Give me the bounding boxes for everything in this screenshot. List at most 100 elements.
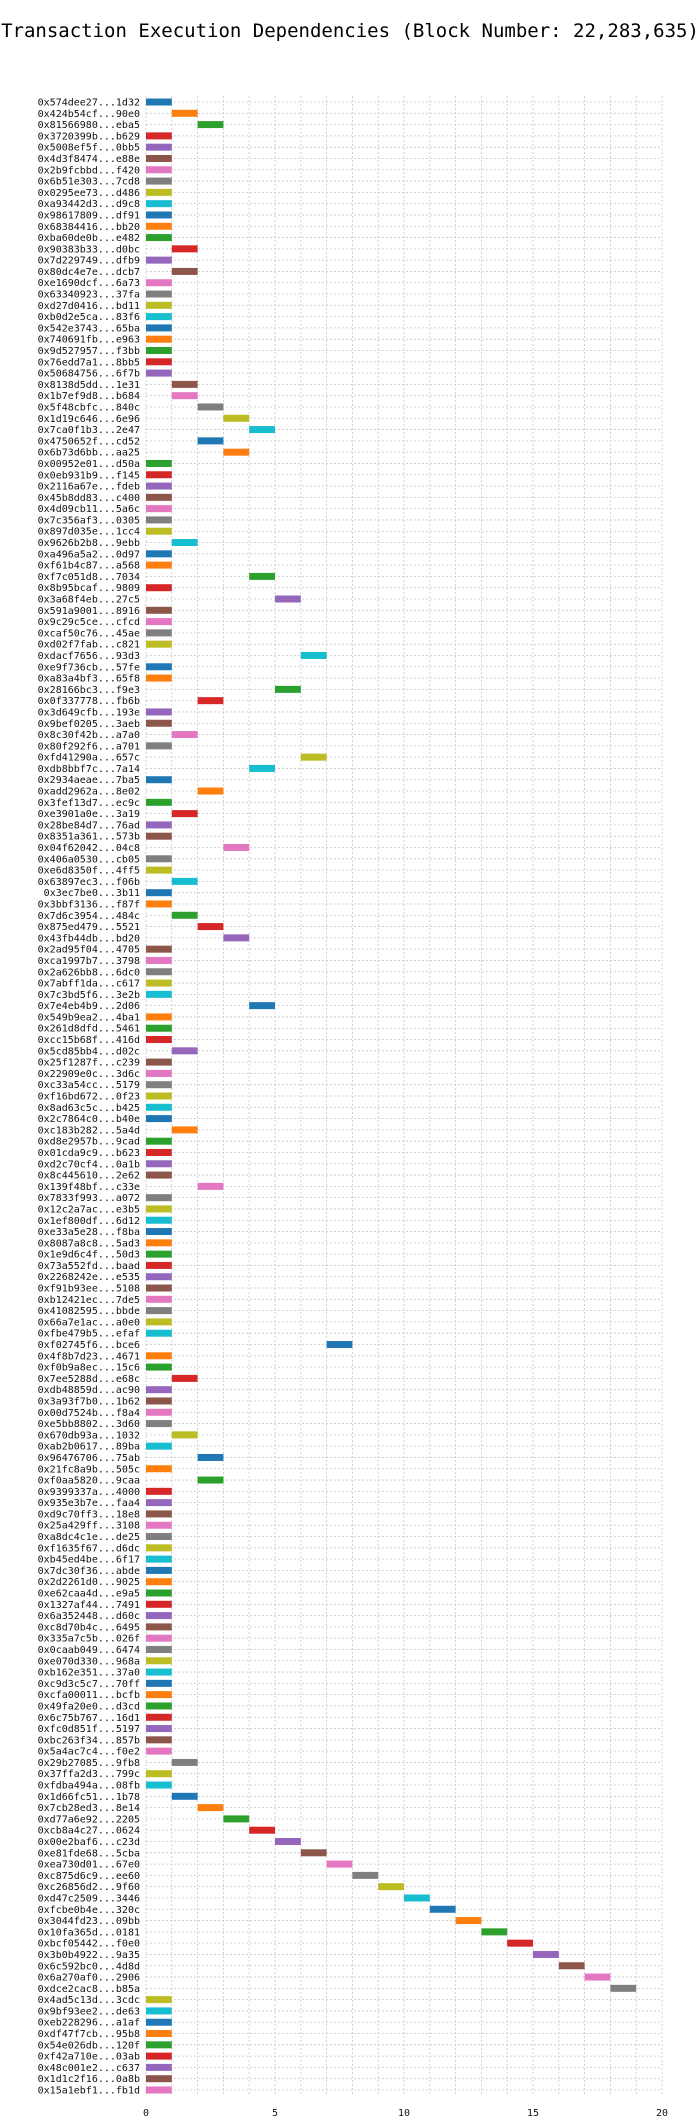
tx-bar bbox=[146, 1510, 172, 1518]
tx-bar bbox=[223, 1815, 250, 1823]
tx-bar bbox=[171, 245, 198, 253]
tx-label: 0xe81fde68...5cba bbox=[38, 1848, 140, 1859]
tx-bar bbox=[610, 1984, 637, 1992]
tx-bar bbox=[146, 211, 172, 219]
tx-label: 0x6a270af0...2906 bbox=[38, 1973, 140, 1984]
tx-label: 0x54e026db...120f bbox=[38, 2040, 140, 2051]
tx-bar bbox=[146, 1578, 172, 1586]
tx-label: 0x8138d5dd...1e31 bbox=[38, 380, 140, 391]
tx-label: 0x3a93f7b0...1b62 bbox=[38, 1396, 140, 1407]
tx-label: 0x98617809...df91 bbox=[38, 210, 140, 221]
tx-bar bbox=[146, 1566, 172, 1574]
tx-bar bbox=[249, 1826, 275, 1834]
x-tick-label: 5 bbox=[272, 2108, 278, 2119]
tx-label: 0xcfa00011...bcfb bbox=[38, 1690, 140, 1701]
tx-bar bbox=[146, 301, 172, 309]
tx-label: 0xcaf50c76...45ae bbox=[38, 628, 140, 639]
tx-label: 0xf02745f6...bce6 bbox=[38, 1340, 140, 1351]
tx-bar bbox=[300, 1849, 327, 1857]
tx-bar bbox=[146, 2063, 172, 2071]
tx-label: 0xf1635f67...d6dc bbox=[38, 1543, 140, 1554]
tx-bar bbox=[197, 403, 224, 411]
tx-bar bbox=[146, 968, 172, 976]
tx-label: 0xbcf05442...f0e0 bbox=[38, 1939, 140, 1950]
tx-bar bbox=[146, 1363, 172, 1371]
tx-label: 0x0caab049...6474 bbox=[38, 1645, 140, 1656]
tx-label: 0x28be84d7...76ad bbox=[38, 820, 140, 831]
tx-label: 0x0f337778...fb6b bbox=[38, 696, 140, 707]
tx-label: 0x22909e0c...3d6c bbox=[38, 1069, 140, 1080]
tx-label: 0x6c592bc0...4d8d bbox=[38, 1961, 140, 1972]
tx-bar bbox=[146, 335, 172, 343]
tx-label: 0xe070d330...968a bbox=[38, 1656, 140, 1667]
tx-label: 0x4d09cb11...5a6c bbox=[38, 504, 140, 515]
tx-bar bbox=[197, 697, 224, 705]
tx-bar bbox=[146, 279, 172, 287]
tx-label: 0x1327af44...7491 bbox=[38, 1600, 140, 1611]
tx-bar bbox=[146, 629, 172, 637]
tx-bar bbox=[146, 313, 172, 321]
tx-label: 0x7c3bd5f6...3e2b bbox=[38, 990, 140, 1001]
tx-bar bbox=[146, 2018, 172, 2026]
tx-label: 0xb12421ec...7de5 bbox=[38, 1295, 140, 1306]
tx-label: 0x90383b33...d0bc bbox=[38, 244, 140, 255]
tx-bar bbox=[197, 1476, 224, 1484]
tx-label: 0x670db93a...1032 bbox=[38, 1430, 140, 1441]
tx-bar bbox=[249, 572, 275, 580]
tx-bar bbox=[146, 1623, 172, 1631]
tx-label: 0x7d229749...dfb9 bbox=[38, 256, 140, 267]
tx-label: 0xe1690dcf...6a73 bbox=[38, 278, 140, 289]
tx-label: 0x2d2261d0...9025 bbox=[38, 1577, 140, 1588]
tx-label: 0x7ca0f1b3...2e47 bbox=[38, 425, 140, 436]
tx-label: 0xc183b282...5a4d bbox=[38, 1125, 140, 1136]
tx-label: 0xdb8bbf7c...7a14 bbox=[38, 764, 140, 775]
tx-bar bbox=[146, 166, 172, 174]
tx-bar bbox=[275, 1838, 301, 1845]
tx-bar bbox=[146, 1295, 172, 1303]
tx-bar bbox=[146, 1589, 172, 1597]
tx-bar bbox=[146, 618, 172, 626]
tx-label: 0x2c7864c0...b40e bbox=[38, 1114, 140, 1125]
tx-label: 0xd27d0416...bd11 bbox=[38, 301, 140, 312]
tx-bar bbox=[146, 1261, 172, 1269]
tx-bar bbox=[146, 956, 172, 964]
tx-bar bbox=[146, 1318, 172, 1326]
tx-label: 0x7dc30f36...abde bbox=[38, 1566, 140, 1577]
tx-label: 0x4750652f...cd52 bbox=[38, 436, 140, 447]
tx-bar bbox=[146, 1024, 172, 1032]
tx-bar bbox=[275, 685, 301, 693]
tx-bar bbox=[171, 380, 198, 388]
tx-label: 0x8c445610...2e62 bbox=[38, 1171, 140, 1182]
tx-bar bbox=[146, 505, 172, 513]
tx-label: 0xe33a5e28...f8ba bbox=[38, 1227, 140, 1238]
tx-bar bbox=[146, 154, 172, 162]
tx-label: 0x2934aeae...7ba5 bbox=[38, 775, 140, 786]
tx-label: 0x935e3b7e...faa4 bbox=[38, 1498, 140, 1509]
tx-label: 0x1e9d6c4f...50d3 bbox=[38, 1250, 140, 1261]
tx-label: 0xd2c70cf4...0a1b bbox=[38, 1159, 140, 1170]
tx-bar bbox=[146, 471, 172, 479]
tx-bar bbox=[146, 1668, 172, 1676]
tx-label: 0x740691fb...e963 bbox=[38, 335, 140, 346]
tx-label: 0x591a9001...8916 bbox=[38, 606, 140, 617]
tx-bar bbox=[146, 1103, 172, 1111]
tx-bar bbox=[146, 708, 172, 716]
tx-bar bbox=[146, 1713, 172, 1721]
tx-bar bbox=[146, 1397, 172, 1405]
tx-bar bbox=[146, 1736, 172, 1744]
tx-label: 0x1ef800df...6d12 bbox=[38, 1216, 140, 1227]
tx-bar bbox=[146, 188, 172, 196]
tx-bar bbox=[171, 392, 198, 400]
x-tick-label: 0 bbox=[143, 2108, 149, 2119]
tx-label: 0x81566980...eba5 bbox=[38, 120, 140, 131]
tx-bar bbox=[146, 1770, 172, 1778]
tx-label: 0x897d035e...1cc4 bbox=[38, 527, 140, 538]
tx-label: 0xdf47f7cb...95b8 bbox=[38, 2029, 140, 2040]
tx-bar bbox=[146, 2086, 172, 2094]
x-tick-label: 20 bbox=[656, 2108, 668, 2119]
tx-label: 0x139f48bf...c33e bbox=[38, 1182, 140, 1193]
tx-label: 0x1d66fc51...1b78 bbox=[38, 1792, 140, 1803]
tx-bar bbox=[146, 1137, 172, 1145]
tx-bar bbox=[197, 923, 224, 931]
